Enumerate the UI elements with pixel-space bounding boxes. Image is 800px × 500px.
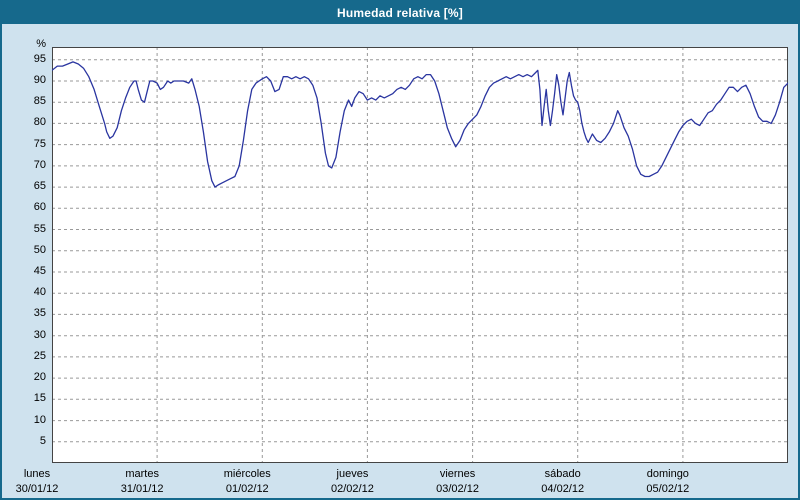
y-tick-label: 25 (33, 349, 46, 362)
x-day-date: 03/02/12 (436, 483, 479, 495)
x-day-name: martes (125, 468, 159, 480)
y-tick-label: 30 (33, 328, 46, 341)
y-tick-label: 20 (33, 371, 46, 384)
x-day-name: domingo (646, 468, 689, 480)
x-day-name: viernes (439, 468, 476, 480)
y-tick-label: 75 (33, 137, 46, 150)
x-day-date: 30/01/12 (15, 483, 59, 495)
y-tick-label: 85 (33, 95, 46, 108)
y-tick-label: 60 (33, 201, 46, 214)
x-day-name: miércoles (223, 468, 271, 480)
y-tick-label: 70 (33, 158, 46, 171)
humidity-series-line (52, 61, 788, 188)
y-tick-label: 90 (33, 73, 46, 86)
y-tick-label: 10 (33, 413, 46, 426)
y-tick-label: 45 (33, 264, 46, 277)
y-tick-label: 40 (33, 286, 46, 299)
y-tick-label: 50 (33, 243, 46, 256)
x-day-name: jueves (336, 468, 369, 480)
y-tick-label: 95 (33, 52, 46, 65)
x-day-date: 31/01/12 (120, 483, 164, 495)
x-day-date: 04/02/12 (541, 483, 585, 495)
x-day-name: lunes (23, 468, 51, 480)
x-day-date: 02/02/12 (331, 483, 374, 495)
y-tick-label: 65 (33, 180, 46, 193)
humidity-line-plot (52, 47, 788, 463)
x-day-name: sábado (544, 468, 581, 480)
y-tick-label: 35 (33, 307, 46, 320)
x-day-date: 01/02/12 (225, 483, 269, 495)
y-tick-label: 5 (39, 434, 46, 447)
y-tick-label: 80 (33, 116, 46, 129)
y-tick-label: 55 (33, 222, 46, 235)
x-day-date: 05/02/12 (646, 483, 690, 495)
chart-title: Humedad relativa [%] (2, 2, 798, 24)
y-tick-label: 15 (33, 392, 46, 405)
y-axis-unit-label: % (36, 38, 46, 50)
